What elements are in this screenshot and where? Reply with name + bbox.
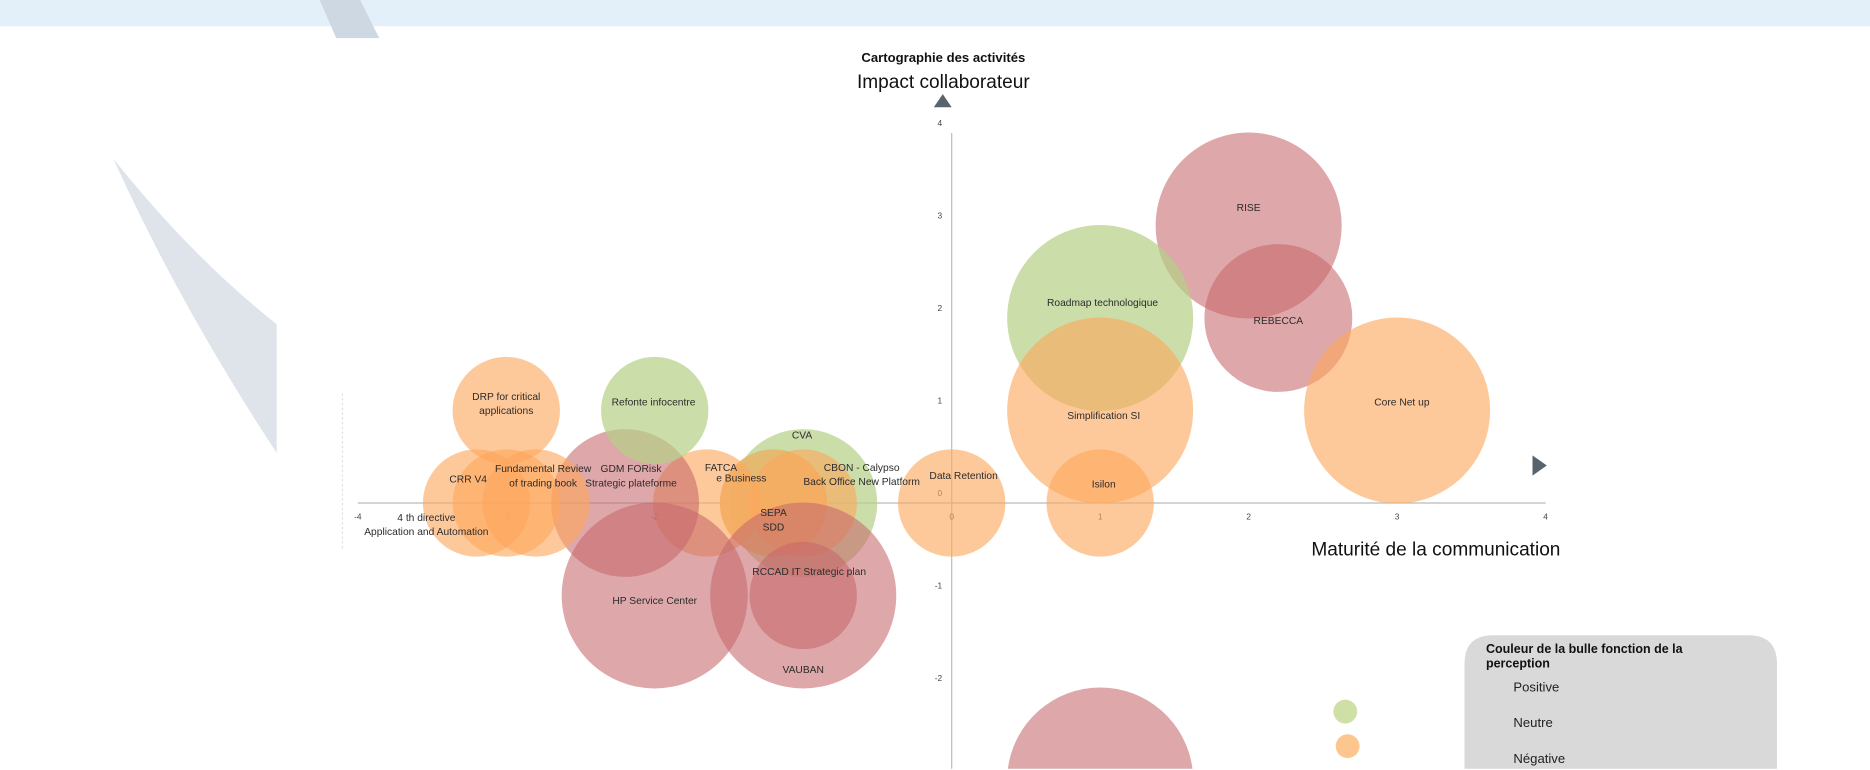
y-tick-label: 4: [938, 118, 943, 128]
bubble-label-line: HP Service Center: [612, 596, 697, 607]
x-axis-arrow-icon: [1532, 455, 1547, 476]
bubble-neutral: [1007, 317, 1194, 504]
title-banner: [0, 0, 1870, 27]
bubble-label: CVA: [792, 431, 812, 442]
bubbles: [422, 132, 1491, 769]
bubble-label-line: Back Office New Platform: [803, 477, 920, 488]
bubble-label-line: Application and Automation: [364, 527, 489, 538]
bubble-label-line: FATCA: [705, 463, 737, 474]
x-tick-label: 2: [1246, 512, 1251, 522]
y-tick-label: -1: [935, 580, 943, 590]
bubble-positive: [601, 356, 709, 465]
bubble-neutral: [898, 449, 1006, 557]
bubble-label-line: of trading book: [509, 478, 578, 489]
bubble-label: Roadmap technologique: [1047, 298, 1158, 309]
bubble-label: Simplification SI: [1067, 411, 1140, 422]
legend-box: [1464, 635, 1777, 769]
y-tick-label: 2: [938, 303, 943, 313]
bubble-label-line: SEPA: [760, 508, 787, 519]
bubble-label-line: Strategic plateforme: [585, 478, 677, 489]
bubble-label: DRP for critical applications: [472, 392, 540, 417]
bubble-label-line: Refonte infocentre: [612, 398, 696, 409]
bubble-label-line: Roadmap technologique: [1047, 298, 1158, 309]
bubble-label: Isilon: [1092, 480, 1116, 491]
chart-title: Cartographie des activités: [861, 50, 1025, 65]
bubble-negative: [1007, 687, 1193, 769]
x-tick-label: 3: [1395, 512, 1400, 522]
bubble-negative: [1204, 244, 1353, 392]
y-tick-label: 3: [938, 210, 943, 220]
bubble-neutral: [452, 356, 560, 465]
bubble-label-line: CVA: [792, 431, 812, 442]
banner-swoosh: [319, 0, 380, 39]
bubble-label-line: 4 th directive: [397, 513, 455, 524]
bubble-label-line: SDD: [763, 522, 785, 533]
legend-title-line: perception: [1486, 656, 1550, 670]
legend-item-neutral: Neutre: [1513, 715, 1552, 730]
bubble-label-line: Fundamental Review: [495, 464, 592, 475]
bubble-label: GDM FORisk Strategic plateforme: [585, 464, 677, 489]
legend-item-negative: Négative: [1513, 751, 1565, 766]
bubble-label-line: Simplification SI: [1067, 411, 1140, 422]
legend: Couleur de la bulle fonction de la percep…: [1333, 635, 1777, 769]
bubble-label: SEPA SDD: [760, 508, 787, 533]
bubble-label-line: CBON - Calypso: [824, 463, 900, 474]
y-axis-label: Impact collaborateur: [857, 72, 1030, 93]
bubble-label-line: GDM FORisk: [601, 464, 663, 475]
bubble-negative: [561, 502, 748, 689]
bubble-label: FATCA: [705, 463, 737, 474]
x-tick-label: 4: [1543, 512, 1548, 522]
legend-item-positive: Positive: [1513, 679, 1559, 694]
bubble-label: Refonte infocentre: [612, 398, 696, 409]
legend-title-line: Couleur de la bulle fonction de la: [1486, 642, 1684, 656]
bubble-label-line: RCCAD IT Strategic plan: [752, 567, 866, 578]
bubble-label-line: CRR V4: [449, 475, 487, 486]
decorative-swoosh: [113, 158, 277, 453]
bubble-label-line: VAUBAN: [783, 665, 824, 676]
bubble-label: RCCAD IT Strategic plan: [752, 567, 866, 578]
bubble-label: VAUBAN: [783, 665, 824, 676]
bubble-negative: [749, 541, 857, 650]
bubble-neutral: [452, 449, 560, 557]
bubble-label: RISE: [1237, 203, 1261, 214]
bubble-label-line: e Business: [716, 474, 766, 485]
x-axis-label: Maturité de la communication: [1311, 539, 1560, 560]
bubble-label: Fundamental Review of trading book: [495, 464, 592, 489]
y-tick-label: -2: [935, 673, 943, 683]
bubble-label: REBECCA: [1254, 316, 1304, 327]
bubble-label-line: applications: [479, 406, 533, 417]
bubble-labels: RISE REBECCA Roadmap technologique Simplifi…: [364, 203, 1430, 676]
y-tick-label: 1: [938, 395, 943, 405]
bubble-label: Core Net up: [1374, 398, 1430, 409]
legend-dot-neutral: [1335, 734, 1360, 759]
bubble-label-line: Isilon: [1092, 480, 1116, 491]
bubble-label: HP Service Center: [612, 596, 697, 607]
bubble-label-line: Core Net up: [1374, 398, 1430, 409]
legend-dot-positive: [1333, 699, 1358, 724]
x-tick-label: -4: [354, 512, 362, 522]
bubble-label: 4 th directive Application and Automation: [364, 513, 489, 538]
bubble-neutral: [1046, 449, 1154, 557]
bubble-label: CBON - Calypso Back Office New Platform: [803, 463, 920, 488]
bubble-label: CRR V4: [449, 475, 487, 486]
bubble-neutral: [1304, 317, 1491, 504]
bubble-label-line: Data Retention: [929, 471, 998, 482]
bubble-label-line: REBECCA: [1254, 316, 1304, 327]
bubble-label-line: RISE: [1237, 203, 1261, 214]
legend-title: Couleur de la bulle fonction de la percep…: [1486, 642, 1684, 670]
bubble-label-line: DRP for critical: [472, 392, 540, 403]
y-axis-arrow-icon: [933, 94, 952, 108]
bubble-label: Data Retention: [929, 471, 998, 482]
bubble-label: e Business: [716, 474, 766, 485]
